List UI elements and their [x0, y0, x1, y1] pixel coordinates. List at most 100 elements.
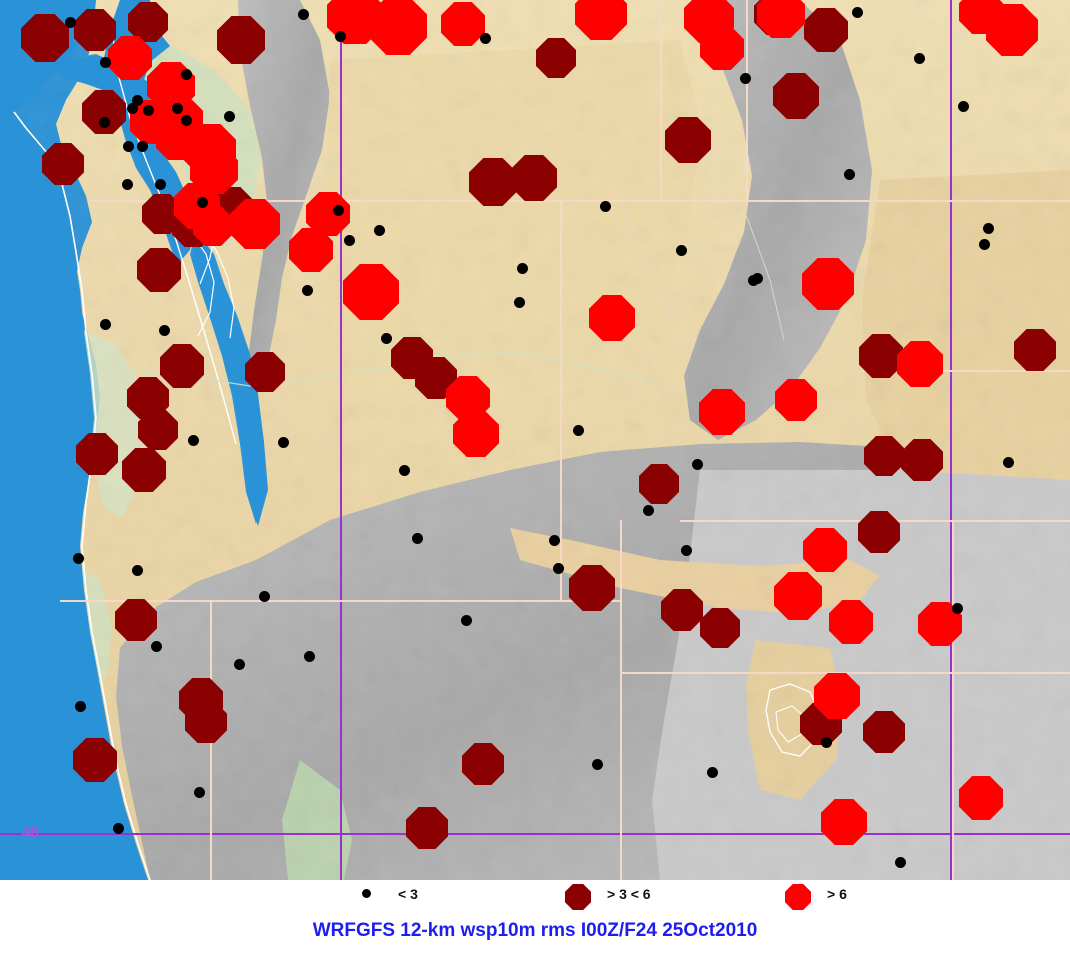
- station-marker-low[interactable]: [957, 100, 969, 112]
- station-marker-low[interactable]: [187, 434, 199, 446]
- station-marker-mid[interactable]: [511, 155, 557, 201]
- station-marker-low[interactable]: [851, 6, 863, 18]
- station-marker-low[interactable]: [460, 614, 472, 626]
- station-marker-mid[interactable]: [217, 16, 265, 64]
- station-marker-low[interactable]: [64, 16, 76, 28]
- station-marker-high[interactable]: [700, 26, 744, 70]
- station-marker-high[interactable]: [289, 228, 333, 272]
- station-marker-low[interactable]: [131, 564, 143, 576]
- station-marker-high[interactable]: [453, 411, 499, 457]
- station-marker-mid[interactable]: [245, 352, 285, 392]
- station-marker-high[interactable]: [959, 776, 1003, 820]
- station-marker-high[interactable]: [369, 0, 427, 55]
- station-marker-mid[interactable]: [639, 464, 679, 504]
- station-marker-low[interactable]: [193, 786, 205, 798]
- station-marker-low[interactable]: [894, 856, 906, 868]
- station-marker-mid[interactable]: [74, 9, 116, 51]
- station-marker-high[interactable]: [829, 600, 873, 644]
- station-marker-mid[interactable]: [863, 711, 905, 753]
- station-marker-high[interactable]: [814, 673, 860, 719]
- station-marker-high[interactable]: [108, 36, 152, 80]
- station-marker-mid[interactable]: [1014, 329, 1056, 371]
- station-marker-low[interactable]: [74, 700, 86, 712]
- station-marker-low[interactable]: [171, 102, 183, 114]
- station-marker-high[interactable]: [699, 389, 745, 435]
- station-marker-low[interactable]: [158, 324, 170, 336]
- station-marker-high[interactable]: [589, 295, 635, 341]
- station-marker-high[interactable]: [757, 0, 805, 38]
- station-marker-high[interactable]: [230, 199, 280, 249]
- station-marker-low[interactable]: [233, 658, 245, 670]
- station-marker-low[interactable]: [513, 296, 525, 308]
- station-marker-mid[interactable]: [773, 73, 819, 119]
- station-marker-mid[interactable]: [859, 334, 903, 378]
- station-marker-low[interactable]: [675, 244, 687, 256]
- station-marker-low[interactable]: [112, 822, 124, 834]
- station-marker-high[interactable]: [802, 258, 854, 310]
- station-marker-mid[interactable]: [462, 743, 504, 785]
- station-marker-low[interactable]: [72, 552, 84, 564]
- station-marker-mid[interactable]: [469, 158, 517, 206]
- station-marker-mid[interactable]: [42, 143, 84, 185]
- station-marker-low[interactable]: [126, 102, 138, 114]
- station-marker-low[interactable]: [411, 532, 423, 544]
- station-marker-low[interactable]: [479, 32, 491, 44]
- station-marker-low[interactable]: [373, 224, 385, 236]
- station-marker-low[interactable]: [150, 640, 162, 652]
- station-marker-low[interactable]: [978, 238, 990, 250]
- station-marker-low[interactable]: [739, 72, 751, 84]
- station-marker-low[interactable]: [136, 140, 148, 152]
- station-marker-low[interactable]: [706, 766, 718, 778]
- station-marker-mid[interactable]: [76, 433, 118, 475]
- station-marker-mid[interactable]: [138, 410, 178, 450]
- station-marker-mid[interactable]: [406, 807, 448, 849]
- station-marker-low[interactable]: [751, 272, 763, 284]
- station-marker-low[interactable]: [99, 318, 111, 330]
- station-marker-mid[interactable]: [128, 2, 168, 42]
- station-marker-low[interactable]: [913, 52, 925, 64]
- station-marker-mid[interactable]: [665, 117, 711, 163]
- station-marker-high[interactable]: [575, 0, 627, 40]
- station-marker-low[interactable]: [1002, 456, 1014, 468]
- station-marker-low[interactable]: [334, 30, 346, 42]
- station-marker-mid[interactable]: [185, 701, 227, 743]
- station-marker-low[interactable]: [642, 504, 654, 516]
- station-marker-mid[interactable]: [122, 448, 166, 492]
- station-marker-mid[interactable]: [536, 38, 576, 78]
- station-marker-high[interactable]: [343, 264, 399, 320]
- station-marker-mid[interactable]: [700, 608, 740, 648]
- station-marker-low[interactable]: [548, 534, 560, 546]
- station-marker-low[interactable]: [516, 262, 528, 274]
- station-marker-high[interactable]: [803, 528, 847, 572]
- station-marker-low[interactable]: [277, 436, 289, 448]
- station-marker-low[interactable]: [180, 114, 192, 126]
- station-marker-low[interactable]: [982, 222, 994, 234]
- station-marker-mid[interactable]: [21, 14, 69, 62]
- station-marker-low[interactable]: [180, 68, 192, 80]
- station-marker-mid[interactable]: [569, 565, 615, 611]
- station-marker-mid[interactable]: [804, 8, 848, 52]
- station-marker-low[interactable]: [843, 168, 855, 180]
- station-marker-low[interactable]: [599, 200, 611, 212]
- station-marker-mid[interactable]: [160, 344, 204, 388]
- station-marker-mid[interactable]: [115, 599, 157, 641]
- station-marker-low[interactable]: [223, 110, 235, 122]
- station-marker-low[interactable]: [303, 650, 315, 662]
- station-marker-low[interactable]: [691, 458, 703, 470]
- station-marker-mid[interactable]: [901, 439, 943, 481]
- station-marker-low[interactable]: [154, 178, 166, 190]
- station-marker-high[interactable]: [897, 341, 943, 387]
- station-marker-high[interactable]: [441, 2, 485, 46]
- station-marker-mid[interactable]: [137, 248, 181, 292]
- station-marker-low[interactable]: [552, 562, 564, 574]
- station-marker-low[interactable]: [591, 758, 603, 770]
- station-marker-low[interactable]: [680, 544, 692, 556]
- station-marker-mid[interactable]: [73, 738, 117, 782]
- station-marker-low[interactable]: [820, 736, 832, 748]
- station-marker-low[interactable]: [258, 590, 270, 602]
- station-marker-low[interactable]: [131, 94, 143, 106]
- station-marker-low[interactable]: [572, 424, 584, 436]
- station-marker-mid[interactable]: [864, 436, 904, 476]
- station-marker-high[interactable]: [821, 799, 867, 845]
- station-marker-high[interactable]: [193, 206, 233, 246]
